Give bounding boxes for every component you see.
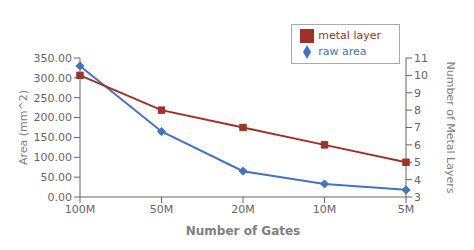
svg-text:Area (mm^2): Area (mm^2) [17, 90, 30, 165]
html-text:raw area: raw area [318, 45, 367, 58]
html-text:metal layer: metal layer [318, 29, 381, 42]
svg-text:8: 8 [414, 104, 421, 117]
svg-text:200.00: 200.00 [34, 111, 73, 124]
svg-text:100.00: 100.00 [34, 151, 73, 164]
svg-text:7: 7 [414, 121, 421, 134]
svg-text:10: 10 [414, 69, 428, 82]
svg-text:5: 5 [414, 156, 421, 169]
svg-text:Number of Metal Layers: Number of Metal Layers [444, 61, 457, 193]
svg-text:6: 6 [414, 139, 421, 152]
svg-text:11: 11 [414, 52, 428, 65]
svg-text:250.00: 250.00 [34, 92, 73, 105]
svg-text:350.00: 350.00 [34, 52, 73, 65]
svg-text:0.00: 0.00 [48, 191, 73, 204]
svg-text:300.00: 300.00 [34, 72, 73, 85]
svg-text:5M: 5M [398, 203, 415, 216]
svg-text:100M: 100M [65, 203, 96, 216]
svg-text:9: 9 [414, 87, 421, 100]
svg-text:20M: 20M [231, 203, 255, 216]
svg-text:10M: 10M [313, 203, 337, 216]
svg-text:50M: 50M [150, 203, 174, 216]
svg-text:3: 3 [414, 191, 421, 204]
svg-text:Number of Gates: Number of Gates [186, 224, 301, 238]
svg-text:50.00: 50.00 [41, 171, 73, 184]
svg-text:150.00: 150.00 [34, 131, 73, 144]
svg-text:4: 4 [414, 174, 421, 187]
